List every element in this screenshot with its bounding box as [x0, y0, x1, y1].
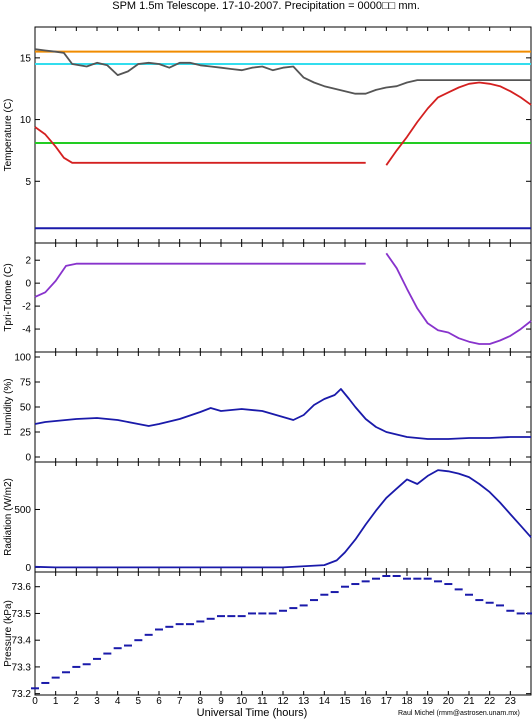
x-tick-label: 11	[257, 696, 268, 707]
x-tick-label: 6	[156, 696, 162, 707]
x-tick-label: 16	[360, 696, 372, 707]
y-tick-label: 5	[25, 177, 31, 188]
x-tick-label: 17	[381, 696, 393, 707]
x-tick-label: 4	[115, 696, 121, 707]
y-tick-label: 0	[25, 453, 31, 464]
y-tick-label: 15	[20, 53, 32, 64]
y-tick-label: 73.5	[12, 609, 32, 620]
panel-tdiff: 2 0 -2 -4 Tpri-Tdome (C)	[3, 242, 532, 353]
panel-humidity: 0 25 50 75 100 Humidity (%)	[3, 351, 532, 464]
y-axis-label: Radiation (W/m2)	[3, 478, 14, 556]
panel-frame	[34, 351, 532, 463]
series-line-blue	[34, 469, 532, 569]
series-line-gray	[34, 48, 531, 95]
x-tick-label: 8	[198, 696, 204, 707]
x-tick-label: 9	[218, 696, 224, 707]
y-tick-label: 73.3	[12, 662, 32, 673]
x-tick-label: 3	[94, 696, 100, 707]
panel-frame	[34, 26, 532, 244]
y-axis-label: Temperature (C)	[3, 99, 14, 172]
y-axis-label: Humidity (%)	[3, 378, 14, 435]
x-tick-label: 18	[401, 696, 413, 707]
y-tick-label: -4	[22, 325, 31, 336]
x-tick-label: 7	[177, 696, 183, 707]
y-tick-label: 50	[20, 403, 32, 414]
x-tick-label: 20	[443, 696, 455, 707]
x-axis-label: Universal Time (hours)	[197, 707, 308, 719]
y-tick-label: 73.6	[12, 582, 32, 593]
panel-frame	[34, 461, 532, 573]
y-tick-label: 25	[20, 428, 32, 439]
x-tick-label: 10	[236, 696, 248, 707]
y-tick-label: 10	[20, 115, 32, 126]
y-tick-label: 73.2	[12, 689, 32, 700]
x-tick-label: 2	[74, 696, 80, 707]
x-tick-label: 22	[484, 696, 496, 707]
x-tick-label: 23	[505, 696, 517, 707]
y-tick-label: 0	[25, 563, 31, 574]
series-line-purple	[34, 252, 532, 345]
y-tick-label: 100	[14, 353, 31, 364]
panel-temperature: 5 10 15 Temperature (C)	[3, 26, 532, 244]
panel-frame	[34, 242, 532, 353]
y-tick-label: 2	[25, 256, 31, 267]
x-tick-label: 0	[32, 696, 38, 707]
credit-text: Raul Michel (rmm@astrosen.unam.mx)	[398, 710, 520, 717]
x-tick-label: 15	[339, 696, 351, 707]
x-tick-label: 13	[298, 696, 310, 707]
y-tick-label: 0	[25, 279, 31, 290]
series-line-red	[34, 81, 532, 166]
x-tick-label: 19	[422, 696, 434, 707]
y-tick-label: 500	[14, 505, 31, 516]
y-tick-label: -2	[22, 302, 31, 313]
panel-frame	[34, 571, 532, 696]
y-axis-label: Pressure (kPa)	[3, 600, 14, 667]
chart-title: SPM 1.5m Telescope. 17-10-2007. Precipit…	[112, 0, 420, 12]
x-tick-label: 21	[463, 696, 475, 707]
x-tick-label: 14	[319, 696, 331, 707]
y-axis-label: Tpri-Tdome (C)	[3, 263, 14, 331]
x-tick-label: 1	[53, 696, 59, 707]
x-tick-label: 12	[277, 696, 289, 707]
y-tick-label: 73.4	[12, 636, 32, 647]
x-tick-label: 5	[136, 696, 142, 707]
y-tick-label: 75	[20, 378, 32, 389]
series-line-blue	[34, 388, 531, 440]
